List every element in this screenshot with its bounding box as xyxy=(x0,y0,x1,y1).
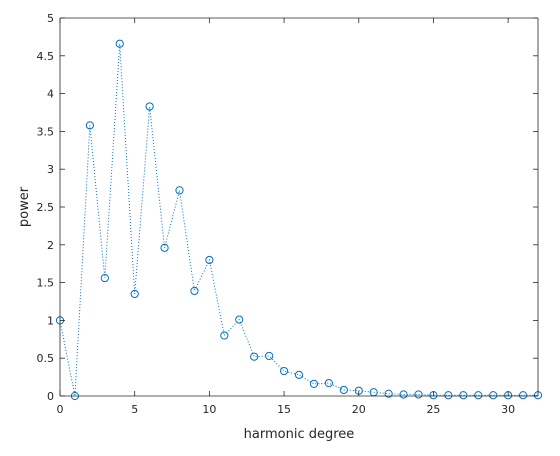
data-point xyxy=(279,366,289,376)
data-point xyxy=(518,391,528,400)
y-tick-label: 4.5 xyxy=(37,50,55,63)
data-point xyxy=(145,102,154,111)
series-line xyxy=(59,43,538,397)
data-point xyxy=(235,315,244,324)
y-tick-label: 2.5 xyxy=(37,201,55,214)
y-tick-label: 3.5 xyxy=(37,125,55,138)
x-tick-label: 30 xyxy=(501,403,515,416)
data-point xyxy=(324,379,333,388)
x-tick-label: 15 xyxy=(277,403,291,416)
y-tick-label: 0 xyxy=(47,390,54,403)
series-layer xyxy=(55,39,543,401)
data-point xyxy=(294,370,304,379)
data-point xyxy=(459,391,468,400)
data-point xyxy=(160,243,169,252)
y-tick-label: 4 xyxy=(47,88,54,101)
x-tick-label: 0 xyxy=(57,403,64,416)
data-point xyxy=(489,391,498,400)
data-point xyxy=(444,391,453,400)
x-tick-label: 10 xyxy=(202,403,216,416)
data-point xyxy=(85,121,94,130)
y-tick-label: 5 xyxy=(47,12,54,25)
data-point xyxy=(309,379,319,389)
data-point xyxy=(130,289,139,299)
x-axis-label: harmonic degree xyxy=(244,427,355,442)
data-point xyxy=(384,389,393,398)
data-point xyxy=(175,186,184,195)
x-tick-label: 20 xyxy=(352,403,366,416)
data-point xyxy=(190,286,199,296)
x-tick-label: 25 xyxy=(426,403,440,416)
data-point xyxy=(474,391,483,400)
data-point xyxy=(100,273,109,283)
plot-area xyxy=(60,18,538,396)
axes-layer: 0 5 10 15 20 25 30 0 0.5 1 1.5 2 2.5 3 3.5 4 4.5 5 xyxy=(37,12,539,416)
data-point xyxy=(399,390,408,399)
y-tick-label: 0.5 xyxy=(37,352,55,365)
data-point xyxy=(205,255,214,265)
data-point xyxy=(265,351,274,361)
y-axis-label: power xyxy=(17,186,32,227)
data-point xyxy=(250,352,259,361)
x-tick-label: 5 xyxy=(131,403,138,416)
y-tick-label: 1.5 xyxy=(37,277,55,290)
y-tick-label: 3 xyxy=(47,163,54,176)
y-tick-label: 1 xyxy=(47,314,54,327)
y-tick-label: 2 xyxy=(47,239,54,252)
data-point xyxy=(220,331,229,340)
data-point xyxy=(339,385,348,395)
data-point xyxy=(115,39,124,48)
data-point xyxy=(414,390,423,399)
